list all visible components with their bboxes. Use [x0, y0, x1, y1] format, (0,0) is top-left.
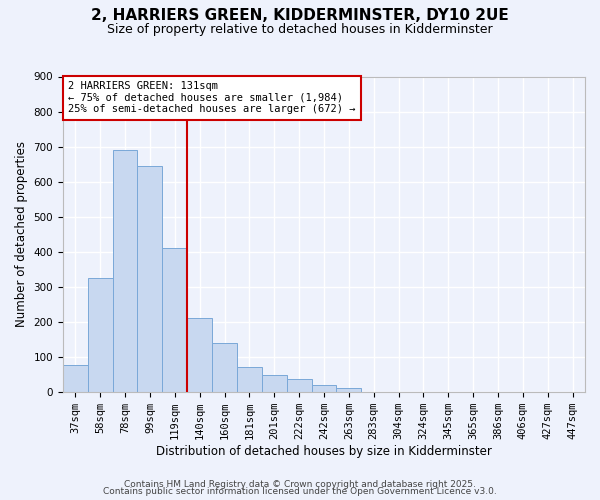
Bar — [187, 318, 212, 392]
Bar — [88, 278, 113, 392]
Text: 2 HARRIERS GREEN: 131sqm
← 75% of detached houses are smaller (1,984)
25% of sem: 2 HARRIERS GREEN: 131sqm ← 75% of detach… — [68, 81, 356, 114]
Text: Contains public sector information licensed under the Open Government Licence v3: Contains public sector information licen… — [103, 487, 497, 496]
X-axis label: Distribution of detached houses by size in Kidderminster: Distribution of detached houses by size … — [156, 444, 492, 458]
Bar — [237, 367, 262, 392]
Bar — [311, 384, 337, 392]
Bar — [163, 248, 187, 392]
Bar — [337, 388, 361, 392]
Text: Size of property relative to detached houses in Kidderminster: Size of property relative to detached ho… — [107, 22, 493, 36]
Text: Contains HM Land Registry data © Crown copyright and database right 2025.: Contains HM Land Registry data © Crown c… — [124, 480, 476, 489]
Bar — [137, 166, 163, 392]
Bar — [113, 150, 137, 392]
Bar — [287, 380, 311, 392]
Text: 2, HARRIERS GREEN, KIDDERMINSTER, DY10 2UE: 2, HARRIERS GREEN, KIDDERMINSTER, DY10 2… — [91, 8, 509, 22]
Bar — [262, 376, 287, 392]
Bar — [63, 366, 88, 392]
Bar — [212, 342, 237, 392]
Y-axis label: Number of detached properties: Number of detached properties — [15, 141, 28, 327]
